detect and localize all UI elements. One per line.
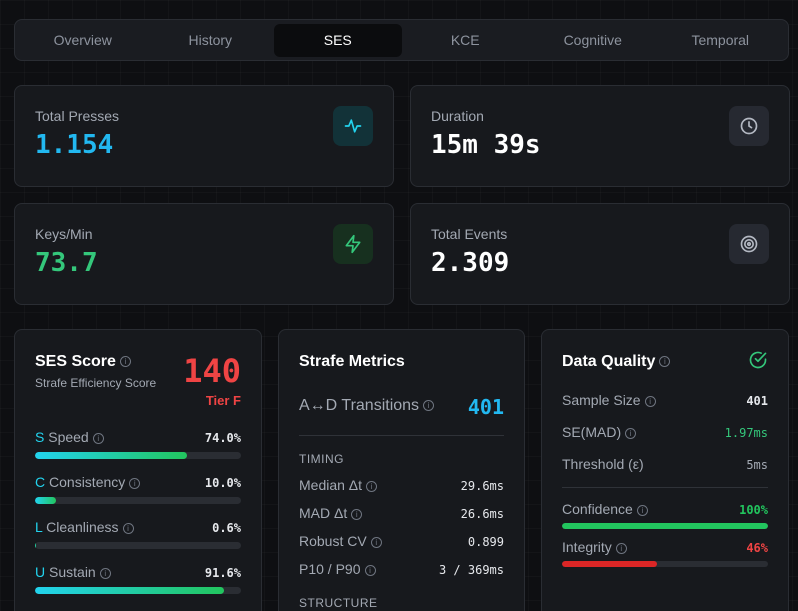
info-icon[interactable]: i	[119, 356, 131, 368]
tab-overview[interactable]: Overview	[53, 32, 112, 48]
panel-subtitle: Strafe Efficiency Score	[35, 376, 157, 390]
info-icon[interactable]: i	[366, 480, 378, 492]
timing-row-robust-cv: Robust CV i 0.899	[299, 533, 504, 549]
transitions-label: A↔D Transitions i	[299, 397, 435, 415]
confidence-row: Confidence i 100%	[562, 501, 768, 517]
info-icon[interactable]: i	[351, 508, 363, 520]
info-icon[interactable]: i	[92, 432, 104, 444]
quality-row-se-mad: SE(MAD) i 1.97ms	[562, 424, 768, 440]
sustain-bar-fill	[35, 587, 224, 594]
info-icon[interactable]: i	[122, 522, 134, 534]
tier-badge: Tier F	[205, 393, 241, 408]
panel-title: Strafe Metrics	[299, 353, 405, 370]
stat-card-total-events: Total Events 2.309	[410, 203, 790, 305]
info-icon[interactable]: i	[99, 567, 111, 579]
metric-speed: S Speed i 74.0%	[35, 429, 241, 445]
stat-label: Total Events	[431, 226, 508, 242]
info-icon[interactable]: i	[644, 395, 656, 407]
data-quality-panel: Data Quality i Sample Size i 401 SE(MAD) i …	[541, 329, 789, 611]
stat-value: 73.7	[35, 248, 98, 278]
activity-icon	[333, 106, 373, 146]
check-circle-icon	[748, 350, 768, 375]
info-icon[interactable]: i	[615, 542, 627, 554]
ses-score-value: 140	[183, 352, 241, 390]
stat-label: Duration	[431, 108, 484, 124]
info-icon[interactable]: i	[370, 536, 382, 548]
timing-row-p10-p90: P10 / P90 i 3 / 369ms	[299, 561, 504, 577]
stat-value: 15m 39s	[431, 130, 541, 160]
stat-value: 2.309	[431, 248, 510, 278]
info-icon[interactable]: i	[659, 356, 671, 368]
tab-cognitive[interactable]: Cognitive	[563, 32, 622, 48]
sustain-bar	[35, 587, 241, 594]
target-icon	[729, 224, 769, 264]
stat-card-total-presses: Total Presses 1.154	[14, 85, 394, 187]
cleanliness-bar-fill	[35, 542, 37, 549]
tab-kce[interactable]: KCE	[450, 32, 480, 48]
timing-header: TIMING	[299, 452, 344, 466]
lightning-icon	[333, 224, 373, 264]
metric-cleanliness: L Cleanliness i 0.6%	[35, 519, 241, 535]
info-icon[interactable]: i	[423, 400, 435, 412]
info-icon[interactable]: i	[364, 564, 376, 576]
quality-row-threshold: Threshold (ε) 5ms	[562, 456, 768, 472]
speed-bar	[35, 452, 241, 459]
timing-row-median: Median Δt i 29.6ms	[299, 477, 504, 493]
tab-ses[interactable]: SES	[274, 23, 402, 57]
stat-label: Keys/Min	[35, 226, 93, 242]
cleanliness-bar	[35, 542, 241, 549]
strafe-metrics-panel: Strafe Metrics A↔D Transitions i 401 TIMI…	[278, 329, 525, 611]
divider	[562, 487, 768, 488]
tab-history[interactable]: History	[188, 32, 233, 48]
info-icon[interactable]: i	[129, 477, 141, 489]
quality-row-sample-size: Sample Size i 401	[562, 392, 768, 408]
panel-title: SES Score i	[35, 353, 131, 371]
stat-card-duration: Duration 15m 39s	[410, 85, 790, 187]
confidence-bar-fill	[562, 523, 768, 529]
transitions-value: 401	[467, 395, 504, 419]
metric-sustain: U Sustain i 91.6%	[35, 564, 241, 580]
info-icon[interactable]: i	[625, 427, 637, 439]
divider	[299, 435, 504, 436]
confidence-bar	[562, 523, 768, 529]
consistency-bar	[35, 497, 241, 504]
info-icon[interactable]: i	[636, 504, 648, 516]
speed-bar-fill	[35, 452, 188, 459]
stat-value: 1.154	[35, 130, 114, 160]
integrity-row: Integrity i 46%	[562, 539, 768, 555]
metric-consistency: C Consistency i 10.0%	[35, 474, 241, 490]
structure-header: STRUCTURE	[299, 596, 378, 610]
integrity-bar	[562, 561, 768, 567]
panel-title: Data Quality i	[562, 353, 671, 371]
consistency-bar-fill	[35, 497, 56, 504]
tab-bar: Overview History SES KCE Cognitive Tempo…	[14, 19, 789, 61]
stat-card-keys-min: Keys/Min 73.7	[14, 203, 394, 305]
stat-label: Total Presses	[35, 108, 120, 124]
tab-temporal[interactable]: Temporal	[691, 32, 750, 48]
timing-row-mad: MAD Δt i 26.6ms	[299, 505, 504, 521]
integrity-bar-fill	[562, 561, 657, 567]
ses-score-panel: SES Score i Strafe Efficiency Score 140 T…	[14, 329, 262, 611]
clock-icon	[729, 106, 769, 146]
